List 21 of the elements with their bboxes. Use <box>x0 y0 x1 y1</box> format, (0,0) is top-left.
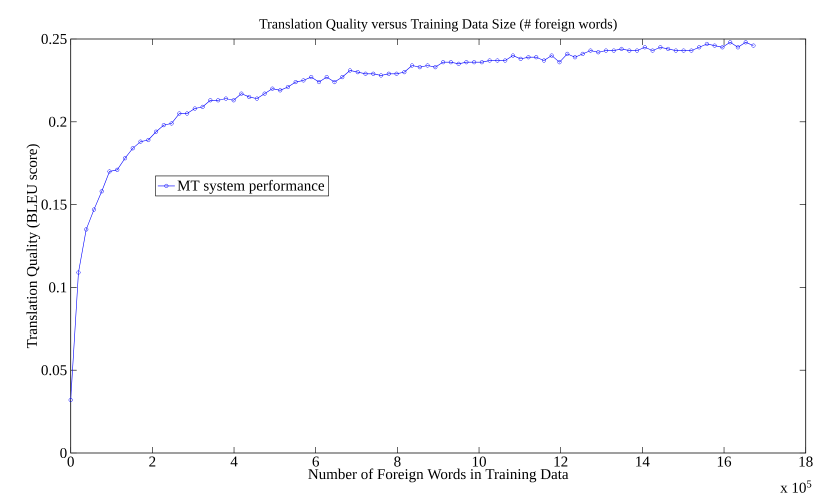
x-tick-label: 14 <box>636 456 650 466</box>
y-tick-label: 0.15 <box>42 200 67 210</box>
x-tick-label: 0 <box>68 456 74 467</box>
x-tick-label: 16 <box>718 456 732 467</box>
x-tick-label: 4 <box>230 456 238 466</box>
y-axis-title: Translation Quality (BLEU score) <box>26 144 40 348</box>
x-axis-title: Number of Foreign Words in Training Data <box>308 468 568 482</box>
chart-title: Translation Quality versus Training Data Size (# foreign words) <box>259 18 617 32</box>
text: x 10$^{5}$ <box>780 480 812 493</box>
y-tick-label: 0 <box>60 448 67 458</box>
x-tick-label: 10 <box>472 456 486 467</box>
x-tick-label: 12 <box>554 456 568 466</box>
y-tick-label: 0.2 <box>49 116 66 127</box>
y-tick-label: 0.05 <box>42 365 67 376</box>
x-tick-label: 18 <box>800 456 813 467</box>
y-tick-label: 0.1 <box>49 282 66 292</box>
legend-label: MT system performance <box>178 180 324 194</box>
x-tick-label: 2 <box>149 456 156 466</box>
x-tick-label: 8 <box>394 456 401 467</box>
y-tick-label: 0.25 <box>42 34 67 44</box>
x-tick-label: 6 <box>312 456 319 467</box>
